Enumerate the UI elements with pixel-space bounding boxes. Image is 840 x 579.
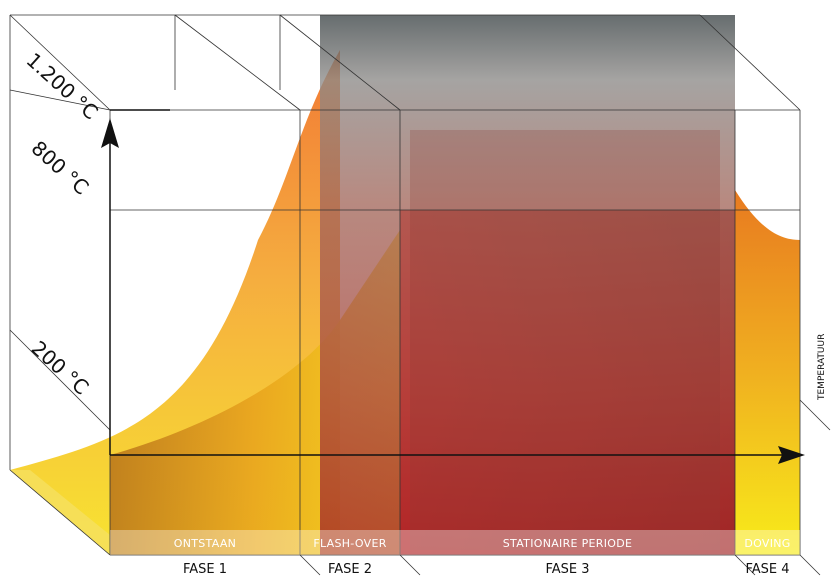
axis-label: TEMPERATUUR — [817, 334, 827, 401]
temperature-label: 1.200 °C — [22, 48, 103, 124]
phase-number: FASE 1 — [183, 562, 227, 577]
phase-number: FASE 4 — [745, 562, 789, 577]
fire-volume — [10, 15, 800, 555]
phase-name: DOVING — [744, 537, 790, 550]
phase-name: ONTSTAAN — [174, 537, 236, 550]
temperature-label: 200 °C — [27, 336, 94, 400]
temperature-label: 800 °C — [27, 136, 94, 200]
phase-number: FASE 2 — [328, 562, 372, 577]
phase-name: STATIONAIRE PERIODE — [503, 537, 632, 550]
fire-phases-diagram: TEMPERATUUR 1.200 °C 800 °C 200 °C ONTSTAAN… — [0, 0, 840, 579]
phase-name: FLASH-OVER — [313, 537, 386, 550]
phase-number: FASE 3 — [545, 562, 589, 577]
